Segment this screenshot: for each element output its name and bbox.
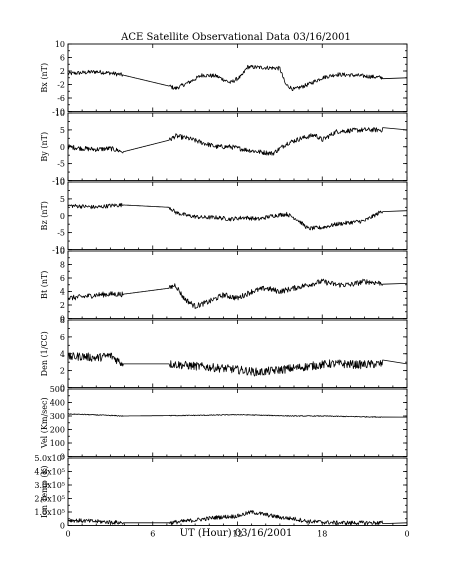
- y-tick-label: 10: [55, 40, 65, 49]
- panel-4: 10 8 6 4 2 0 Bt (nT): [40, 247, 408, 324]
- panel-stack: 10 6 2 -2 -6 -10 Bx (nT) 10 5 0 -5 -10 By (nT) 10 5 0 -5…: [34, 40, 408, 531]
- series-trace: [67, 64, 408, 91]
- y-tick-label: -5: [57, 160, 65, 169]
- y-tick-label: 6: [60, 333, 65, 342]
- panel-frame: [67, 388, 408, 457]
- panel-3: 10 5 0 -5 -10 Bz (nT): [40, 178, 408, 255]
- y-tick-label: 8: [60, 316, 65, 325]
- y-tick-label: 1.0x10⁵: [34, 508, 65, 517]
- series-trace: [67, 202, 408, 231]
- y-tick-label: 300: [50, 412, 65, 421]
- y-tick-label: 2: [60, 67, 65, 76]
- y-axis-label: Bx (nT): [40, 63, 49, 93]
- y-tick-label: 5: [60, 195, 65, 204]
- y-tick-label: 6: [60, 54, 65, 63]
- y-tick-label: 10: [55, 247, 65, 256]
- x-axis: 0 6 12 18 0: [65, 530, 409, 539]
- y-tick-label: 3.0x10⁵: [34, 481, 65, 490]
- x-tick-label: 0: [65, 530, 70, 539]
- y-tick-label: 2.0x10⁵: [34, 495, 65, 504]
- y-axis-label: Den (1/CC): [40, 331, 49, 376]
- y-tick-label: 4.0x10⁵: [34, 468, 65, 477]
- y-tick-label: -10: [52, 108, 65, 117]
- series-trace: [67, 127, 408, 156]
- panel-5: 8 6 4 2 0 Den (1/CC): [40, 316, 408, 393]
- panel-1: 10 6 2 -2 -6 -10 Bx (nT): [40, 40, 408, 117]
- y-tick-label: 10: [55, 178, 65, 187]
- x-tick-label: 18: [317, 530, 327, 539]
- y-tick-label: -10: [52, 177, 65, 186]
- y-tick-label: 5: [60, 126, 65, 135]
- y-tick-label: 4: [60, 288, 65, 297]
- y-tick-label: 500: [50, 385, 65, 394]
- series-trace: [67, 278, 408, 310]
- y-tick-label: 6: [60, 274, 65, 283]
- chart-title: ACE Satellite Observational Data 03/16/2…: [120, 32, 351, 43]
- y-tick-label: 5.0x10⁵: [34, 454, 65, 463]
- y-tick-label: 0: [60, 384, 65, 393]
- y-tick-label: 0: [60, 212, 65, 221]
- y-tick-label: 10: [55, 109, 65, 118]
- y-tick-label: 100: [50, 439, 65, 448]
- y-tick-label: 200: [50, 426, 65, 435]
- y-axis-label: Ion Temp (K): [40, 465, 49, 518]
- panel-2: 10 5 0 -5 -10 By (nT): [40, 109, 408, 186]
- y-tick-label: 8: [60, 261, 65, 270]
- series-trace: [67, 413, 408, 418]
- panel-frame: [67, 319, 408, 388]
- x-tick-label: 0: [404, 530, 409, 539]
- y-axis-label: Bz (nT): [40, 201, 49, 230]
- y-tick-label: -5: [57, 229, 65, 238]
- y-axis-label: Vel (Km/sec): [40, 397, 49, 449]
- y-tick-label: -2: [57, 81, 65, 90]
- x-tick-label: 12: [232, 530, 242, 539]
- y-axis-label: By (nT): [40, 132, 49, 162]
- y-axis-label: Bt (nT): [40, 271, 49, 299]
- series-trace: [67, 509, 408, 526]
- panel-6: 500 400 300 200 100 0 Vel (Km/sec): [40, 385, 408, 462]
- y-tick-label: 400: [50, 399, 65, 408]
- y-tick-label: 2: [60, 367, 65, 376]
- y-tick-label: 0: [60, 522, 65, 531]
- panel-frame: [67, 181, 408, 250]
- panel-frame: [67, 112, 408, 181]
- panel-7: 5.0x10⁵ 4.0x10⁵ 3.0x10⁵ 2.0x10⁵ 1.0x10⁵ 0 Ion …: [34, 454, 408, 531]
- series-trace: [67, 352, 408, 377]
- y-tick-label: -6: [57, 94, 65, 103]
- y-tick-label: 4: [60, 350, 65, 359]
- y-tick-label: -10: [52, 246, 65, 255]
- panel-frame: [67, 43, 408, 112]
- x-axis-label: UT (Hour) 03/16/2001: [180, 528, 293, 539]
- y-tick-label: 0: [60, 453, 65, 462]
- y-tick-label: 0: [60, 315, 65, 324]
- x-tick-label: 6: [150, 530, 155, 539]
- y-tick-label: 0: [60, 143, 65, 152]
- y-tick-label: 2: [60, 301, 65, 310]
